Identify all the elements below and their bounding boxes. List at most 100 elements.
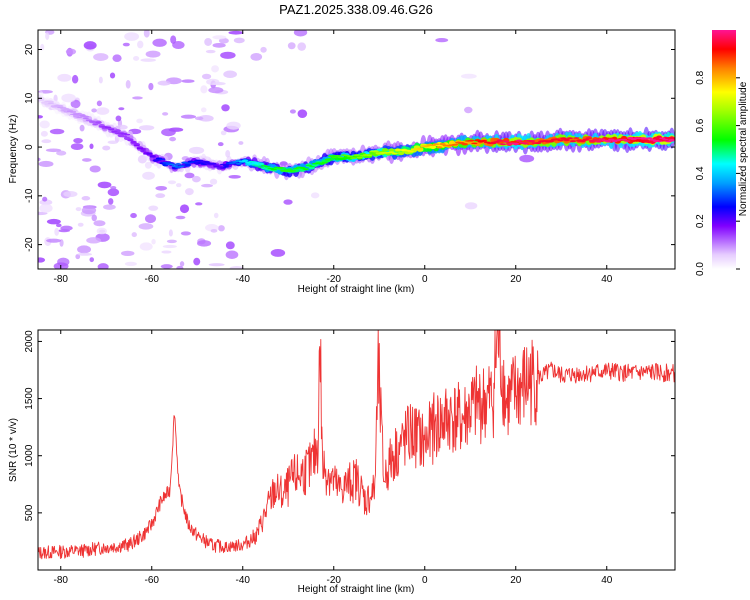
noise-blob — [124, 261, 137, 267]
noise-blob — [93, 53, 109, 61]
ridge-segment — [254, 165, 261, 167]
noise-blob — [140, 58, 157, 62]
ridge-segment — [499, 143, 507, 146]
ridge-segment — [229, 162, 236, 164]
spectrogram-x-ticks: -80 -60 -40 -20 0 20 40 — [54, 30, 613, 285]
ridge-segment — [308, 165, 316, 168]
ridge-segment — [417, 147, 424, 150]
noise-blob — [122, 42, 130, 47]
noise-blob — [209, 178, 218, 185]
noise-blob — [435, 37, 449, 43]
noise-blob — [42, 196, 48, 202]
noise-blob — [184, 172, 195, 179]
ridge-segment — [588, 139, 596, 143]
snr-plot-area — [38, 330, 675, 570]
ridge-segment — [496, 139, 504, 142]
ridge-segment — [178, 165, 185, 167]
noise-blob — [102, 145, 111, 151]
ridge-segment — [366, 154, 373, 157]
ridge-segment — [127, 139, 134, 141]
noise-blob — [226, 121, 241, 130]
ridge-segment — [471, 142, 478, 145]
ridge-segment — [302, 168, 309, 171]
spectrogram-ytick-label: 10 — [24, 92, 35, 104]
noise-blob — [148, 205, 159, 211]
ridge-segment — [308, 166, 316, 170]
noise-blob — [89, 143, 94, 150]
noise-blob — [200, 107, 207, 113]
ridge-segment — [573, 137, 580, 139]
noise-blob — [118, 107, 125, 111]
ridge-segment — [197, 162, 204, 164]
ridge-segment — [604, 140, 612, 143]
noise-blob — [77, 222, 84, 227]
ridge-segment — [452, 143, 459, 146]
noise-blob — [297, 42, 307, 51]
spectrogram-xtick-label: -60 — [145, 274, 160, 285]
noise-blob — [41, 139, 52, 144]
snr-xtick-label: 20 — [510, 575, 522, 586]
ridge-segment — [120, 135, 128, 138]
noise-blob — [229, 265, 244, 269]
ridge-segment — [582, 138, 590, 141]
ridge-segment — [480, 140, 488, 142]
noise-blob — [167, 180, 177, 185]
snr-xtick-label: 0 — [422, 575, 428, 586]
noise-blob — [60, 225, 73, 231]
spectrogram-xtick-label: -40 — [236, 274, 251, 285]
noise-blob — [96, 107, 110, 115]
noise-blob — [162, 112, 169, 116]
noise-blob — [115, 115, 122, 122]
noise-blob — [65, 48, 77, 55]
noise-blob — [160, 264, 173, 269]
ridge-segment — [171, 165, 179, 167]
noise-blob — [71, 74, 79, 84]
noise-blob — [130, 213, 137, 219]
ridge-segment — [512, 142, 519, 146]
spectrogram-x-label: Height of straight line (km) — [298, 284, 415, 295]
noise-blob — [97, 263, 109, 269]
spectrogram-ytick-label: 20 — [24, 44, 35, 56]
ridge-segment — [149, 156, 156, 158]
ridge-segment — [194, 159, 201, 161]
noise-blob — [161, 128, 176, 137]
ridge-segment — [264, 166, 271, 168]
ridge-segment — [350, 157, 357, 159]
noise-blob — [120, 250, 135, 256]
noise-blob — [211, 65, 219, 73]
ridge-segment — [130, 141, 137, 143]
noise-blob — [145, 50, 161, 58]
noise-blob — [225, 150, 231, 158]
noise-blob — [125, 80, 131, 89]
noise-blob — [260, 46, 267, 53]
noise-blob — [212, 42, 226, 48]
snr-ytick-label: 1500 — [24, 387, 35, 410]
ridge-segment — [563, 138, 570, 142]
noise-blob — [519, 154, 535, 163]
ridge-segment — [502, 140, 510, 143]
ridge-segment — [388, 148, 395, 152]
noise-blob — [161, 250, 172, 254]
noise-blob — [91, 214, 97, 222]
noise-blob — [192, 175, 201, 183]
spectrogram-y-ticks: -20 -10 0 10 20 — [24, 44, 675, 252]
ridge-segment — [432, 143, 440, 146]
ridge-segment — [620, 138, 628, 141]
noise-blob — [49, 128, 65, 135]
ridge-segment — [123, 133, 131, 136]
colorbar-ticks: 0.0 0.2 0.4 0.6 0.8 — [695, 70, 740, 276]
noise-blob — [180, 231, 192, 236]
noise-blob — [208, 87, 224, 94]
noise-blob — [464, 106, 473, 114]
noise-blob — [151, 238, 156, 245]
ridge-segment — [388, 151, 395, 154]
spectrogram-xtick-label: -20 — [327, 274, 342, 285]
noise-blob — [89, 165, 101, 173]
noise-blob — [81, 196, 91, 201]
noise-blob — [205, 49, 216, 54]
spectrogram-frame — [37, 29, 676, 270]
noise-blob — [137, 40, 144, 49]
noise-blob — [96, 100, 103, 107]
spectrogram-ytick-label: -10 — [24, 188, 35, 203]
ridge-segment — [85, 119, 93, 121]
